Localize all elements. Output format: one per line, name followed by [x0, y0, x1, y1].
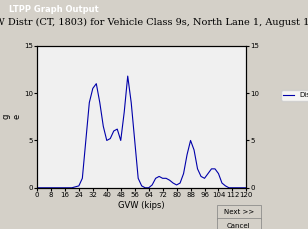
- Text: LTPP Graph Output: LTPP Graph Output: [9, 5, 99, 14]
- FancyBboxPatch shape: [217, 205, 261, 219]
- Y-axis label: P
e
r
c
e
n
t
a
g
e: P e r c e n t a g e: [0, 114, 21, 120]
- FancyBboxPatch shape: [217, 218, 261, 229]
- Text: Next >>: Next >>: [224, 209, 254, 215]
- X-axis label: GVW (kips): GVW (kips): [118, 201, 165, 210]
- Legend: Distribution: Distribution: [281, 90, 308, 101]
- Text: GVW Distr (CT, 1803) for Vehicle Class 9s, North Lane 1, August 1991: GVW Distr (CT, 1803) for Vehicle Class 9…: [0, 18, 308, 27]
- Text: Cancel: Cancel: [227, 223, 250, 229]
